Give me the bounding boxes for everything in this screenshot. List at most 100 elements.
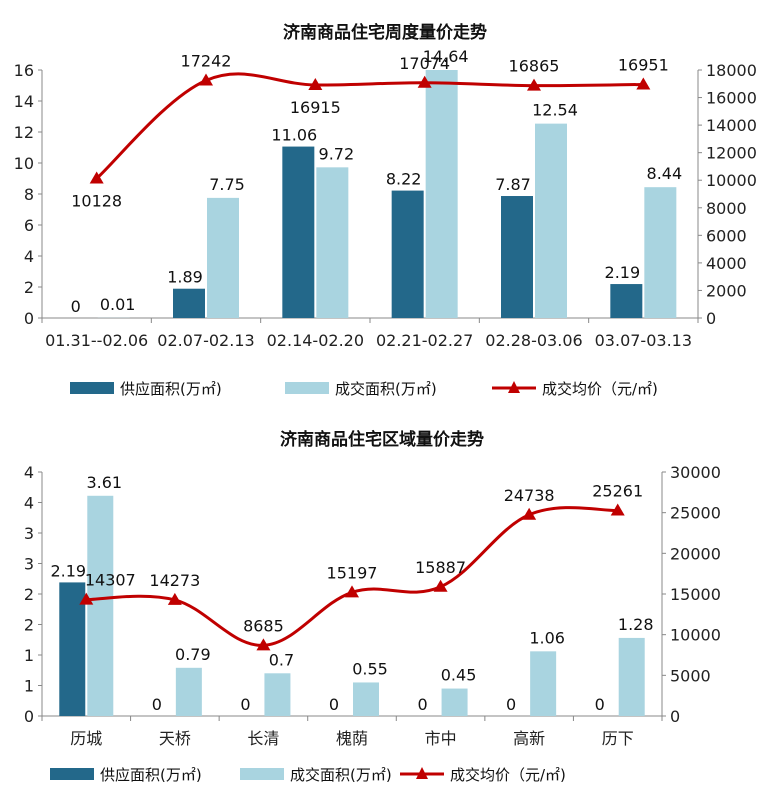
x-tick-label: 02.07-02.13 [157, 331, 254, 350]
y-right-tick-label: 6000 [706, 226, 747, 245]
y-right-tick-label: 8000 [706, 199, 747, 218]
y-right-tick-label: 0 [706, 309, 716, 328]
supply-bar [610, 284, 642, 318]
supply-data-label: 0 [329, 695, 339, 714]
price-data-label: 24738 [504, 486, 555, 505]
y-right-tick-label: 2000 [706, 281, 747, 300]
y-left-tick-label: 10 [14, 154, 34, 173]
supply-data-label: 0 [595, 695, 605, 714]
legend-label-price: 成交均价（元/㎡) [542, 380, 658, 398]
y-left-tick-label: 0 [24, 707, 34, 726]
sales-bar [87, 496, 113, 716]
price-data-label: 17074 [399, 54, 450, 73]
y-right-tick-label: 30000 [670, 463, 721, 482]
price-data-label: 15887 [415, 558, 466, 577]
y-left-tick-label: 14 [14, 92, 34, 111]
chart-title: 济南商品住宅区域量价走势 [280, 429, 484, 450]
chart-2: 济南商品住宅区域量价走势0112233440500010000150002000… [24, 429, 721, 784]
y-right-tick-label: 10000 [706, 171, 757, 190]
supply-data-label: 0 [417, 695, 427, 714]
legend-swatch-supply [70, 382, 114, 394]
x-tick-label: 历城 [70, 729, 102, 748]
legend-label-supply: 供应面积(万㎡) [120, 380, 222, 398]
sales-bar [426, 70, 458, 318]
supply-data-label: 11.06 [271, 126, 317, 145]
y-right-tick-label: 12000 [706, 144, 757, 163]
legend-label-price: 成交均价（元/㎡) [450, 766, 566, 784]
supply-data-label: 7.87 [495, 175, 531, 194]
sales-bar [353, 682, 379, 716]
y-right-tick-label: 18000 [706, 61, 757, 80]
supply-data-label: 0 [240, 695, 250, 714]
x-tick-label: 市中 [425, 729, 457, 748]
legend-swatch-sales [240, 768, 284, 780]
legend-label-sales: 成交面积(万㎡) [335, 380, 437, 398]
x-tick-label: 02.28-03.06 [485, 331, 582, 350]
supply-bar [501, 196, 533, 318]
sales-data-label: 0.7 [269, 650, 294, 669]
supply-data-label: 2.19 [50, 561, 86, 580]
y-left-tick-label: 2 [24, 278, 34, 297]
y-left-tick-label: 8 [24, 185, 34, 204]
y-left-tick-label: 4 [24, 463, 34, 482]
sales-bar [535, 124, 567, 318]
x-tick-label: 高新 [513, 729, 545, 748]
y-left-tick-label: 16 [14, 61, 34, 80]
y-right-tick-label: 10000 [670, 626, 721, 645]
sales-data-label: 8.44 [647, 164, 683, 183]
x-tick-label: 槐荫 [336, 729, 368, 748]
price-data-label: 15197 [327, 563, 378, 582]
y-right-tick-label: 5000 [670, 666, 711, 685]
supply-bar [173, 289, 205, 318]
x-tick-label: 01.31--02.06 [45, 331, 148, 350]
supply-bar [282, 147, 314, 318]
legend-swatch-sales [285, 382, 329, 394]
price-data-label: 14273 [149, 571, 200, 590]
price-data-label: 16951 [618, 55, 669, 74]
legend-label-supply: 供应面积(万㎡) [100, 766, 202, 784]
y-left-tick-label: 12 [14, 123, 34, 142]
sales-data-label: 0.45 [441, 666, 477, 685]
supply-data-label: 8.22 [386, 170, 422, 189]
sales-bar [619, 638, 645, 716]
y-right-tick-label: 15000 [670, 585, 721, 604]
y-left-tick-label: 4 [24, 494, 34, 513]
price-data-label: 14307 [85, 571, 136, 590]
sales-data-label: 7.75 [209, 175, 245, 194]
y-left-tick-label: 3 [24, 524, 34, 543]
x-tick-label: 长清 [247, 729, 279, 748]
x-tick-label: 02.21-02.27 [376, 331, 473, 350]
supply-data-label: 0 [506, 695, 516, 714]
y-left-tick-label: 2 [24, 585, 34, 604]
y-left-tick-label: 0 [24, 309, 34, 328]
price-data-label: 8685 [243, 616, 284, 635]
y-left-tick-label: 2 [24, 616, 34, 635]
sales-data-label: 9.72 [319, 144, 355, 163]
y-left-tick-label: 4 [24, 247, 34, 266]
sales-data-label: 0.01 [100, 295, 136, 314]
supply-data-label: 1.89 [167, 268, 203, 287]
x-tick-label: 02.14-02.20 [267, 331, 364, 350]
sales-bar [207, 198, 239, 318]
price-data-label: 17242 [181, 51, 232, 70]
sales-bar [264, 673, 290, 716]
sales-data-label: 1.28 [618, 615, 654, 634]
y-right-tick-label: 4000 [706, 254, 747, 273]
y-right-tick-label: 14000 [706, 116, 757, 135]
y-right-tick-label: 16000 [706, 89, 757, 108]
y-right-tick-label: 0 [670, 707, 680, 726]
sales-data-label: 3.61 [86, 473, 122, 492]
sales-bar [530, 651, 556, 716]
price-data-label: 16865 [509, 57, 560, 76]
legend-label-sales: 成交面积(万㎡) [290, 766, 392, 784]
supply-data-label: 0 [71, 297, 81, 316]
chart-1: 济南商品住宅周度量价走势0246810121416020004000600080… [14, 22, 757, 398]
sales-data-label: 12.54 [532, 101, 578, 120]
x-tick-label: 历下 [602, 729, 634, 748]
sales-data-label: 0.55 [352, 659, 388, 678]
supply-bar [392, 191, 424, 318]
sales-bar [316, 167, 348, 318]
x-tick-label: 03.07-03.13 [595, 331, 692, 350]
price-data-label: 25261 [592, 482, 643, 501]
